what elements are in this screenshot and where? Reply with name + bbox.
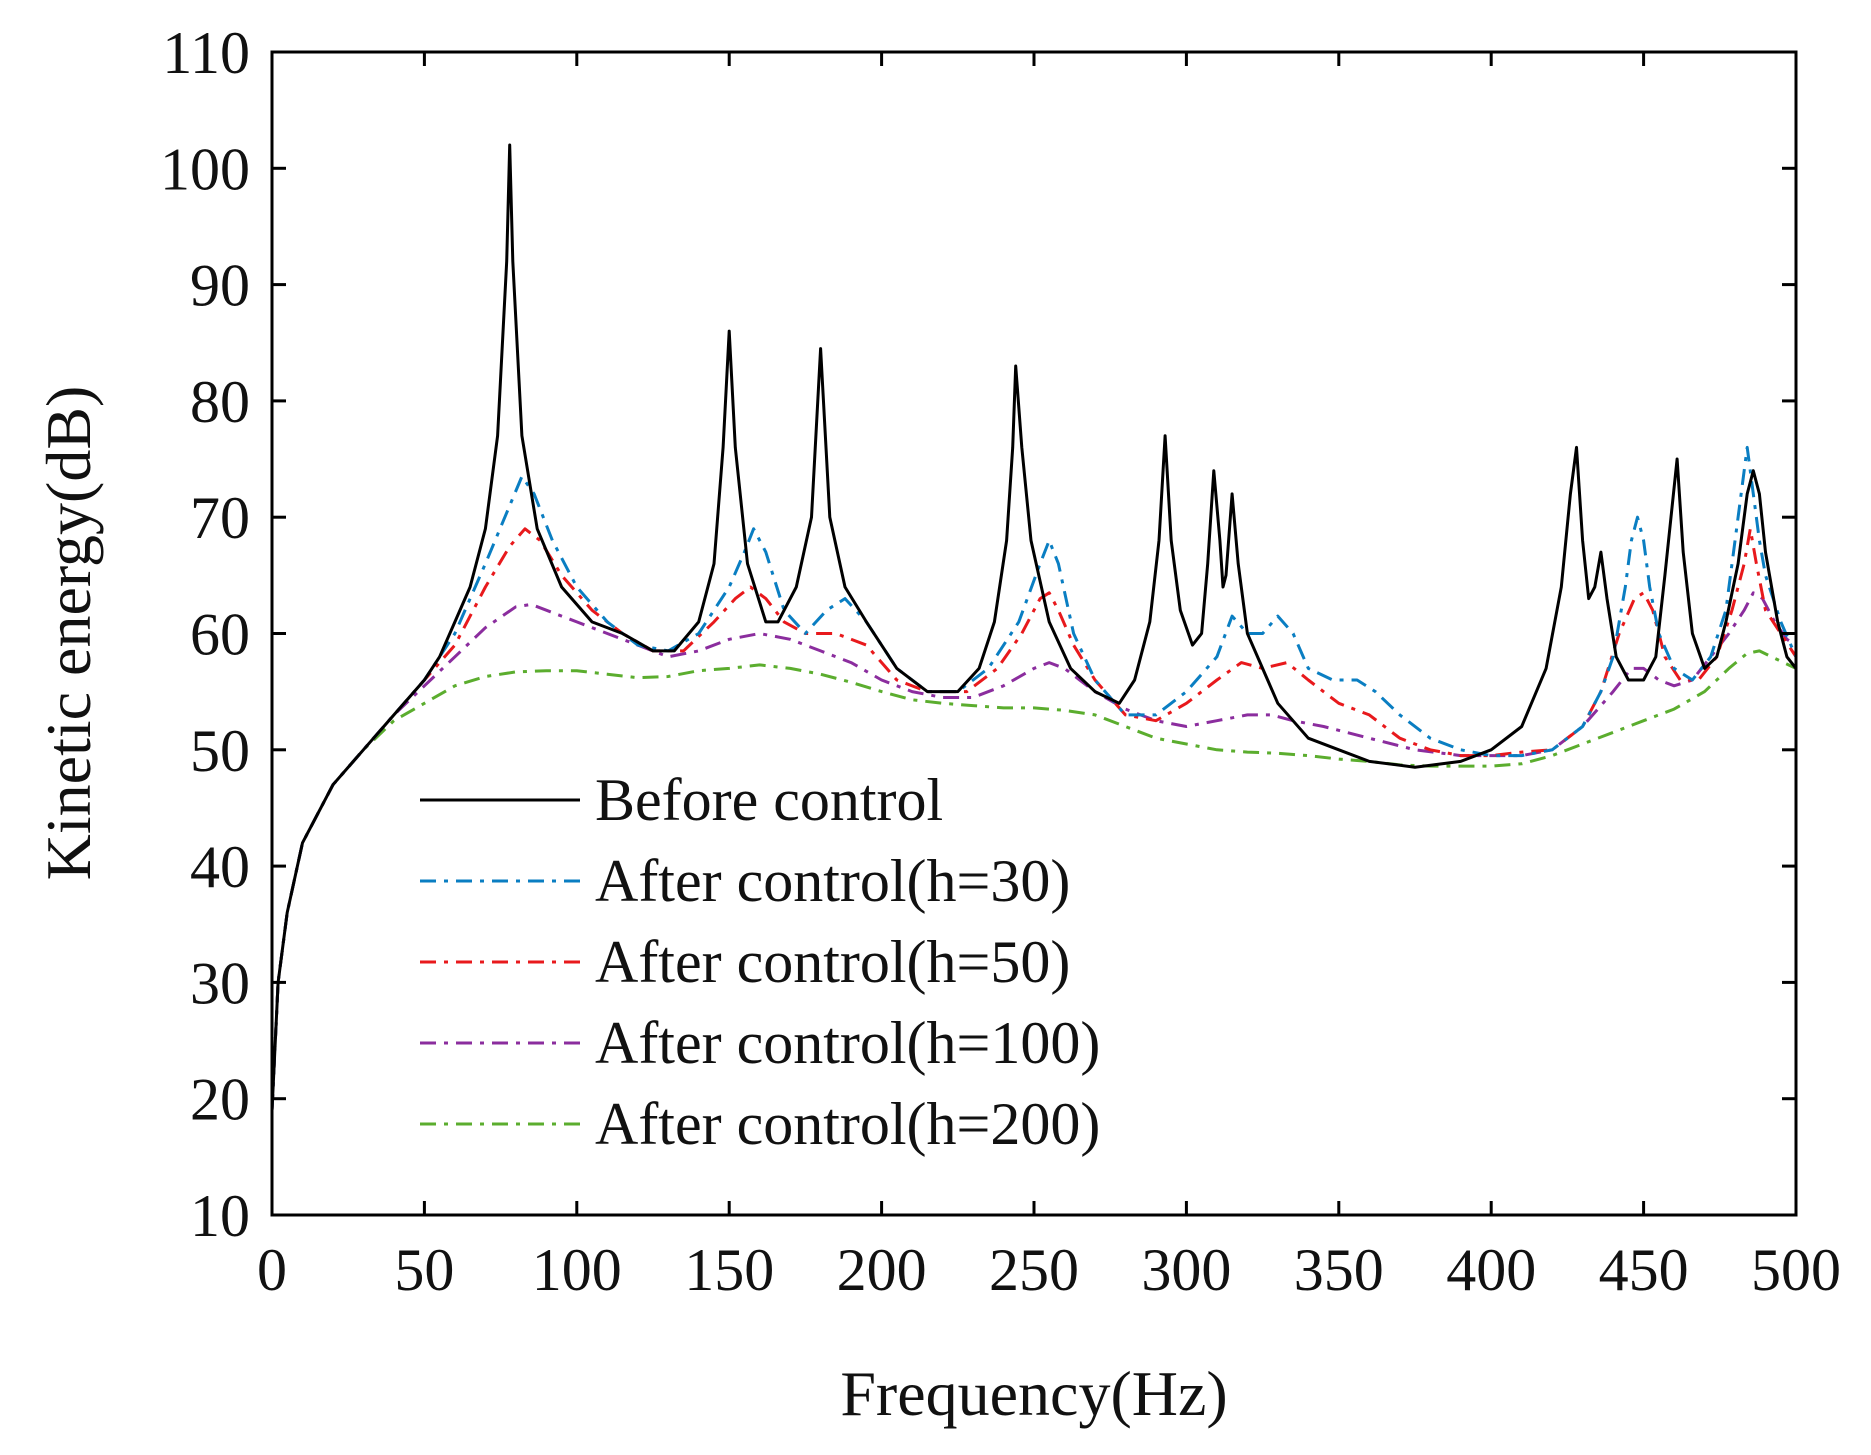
y-axis-title: Kinetic energy(dB)	[33, 386, 104, 881]
y-tick-label: 50	[190, 718, 250, 784]
x-tick-label: 50	[394, 1237, 454, 1303]
x-tick-label: 0	[257, 1237, 287, 1303]
y-tick-label: 90	[190, 253, 250, 319]
x-tick-label: 100	[532, 1237, 622, 1303]
y-tick-label: 110	[162, 20, 250, 86]
y-tick-label: 10	[190, 1183, 250, 1249]
legend-label-2: After control(h=50)	[595, 929, 1070, 995]
y-tick-label: 20	[190, 1067, 250, 1133]
legend: Before control After control(h=30) After c…	[420, 767, 1100, 1157]
x-tick-label: 450	[1599, 1237, 1689, 1303]
legend-label-4: After control(h=200)	[595, 1091, 1100, 1157]
legend-label-1: After control(h=30)	[595, 848, 1070, 914]
y-tick-label: 60	[190, 602, 250, 668]
y-tick-label: 70	[190, 485, 250, 551]
series-line-4	[272, 649, 1796, 1111]
x-tick-label: 500	[1751, 1237, 1841, 1303]
x-tick-label: 300	[1141, 1237, 1231, 1303]
x-tick-label: 350	[1294, 1237, 1384, 1303]
legend-label-3: After control(h=100)	[595, 1010, 1100, 1076]
x-tick-label: 200	[837, 1237, 927, 1303]
y-tick-label: 40	[190, 834, 250, 900]
y-tick-label: 30	[190, 950, 250, 1016]
series-line-2	[272, 527, 1796, 1111]
ticks-layer: 0 50 100 150 200 250 300 350 400 450 500 10 20 30 40 50…	[160, 20, 1841, 1303]
x-tick-label: 150	[684, 1237, 774, 1303]
series-layer	[272, 143, 1796, 1111]
legend-label-0: Before control	[595, 767, 943, 833]
y-tick-label: 100	[160, 136, 250, 202]
series-line-0	[272, 143, 1796, 1111]
x-tick-label: 400	[1446, 1237, 1536, 1303]
series-line-3	[272, 591, 1796, 1111]
x-axis-title: Frequency(Hz)	[840, 1358, 1227, 1429]
x-tick-label: 250	[989, 1237, 1079, 1303]
y-tick-label: 80	[190, 369, 250, 435]
